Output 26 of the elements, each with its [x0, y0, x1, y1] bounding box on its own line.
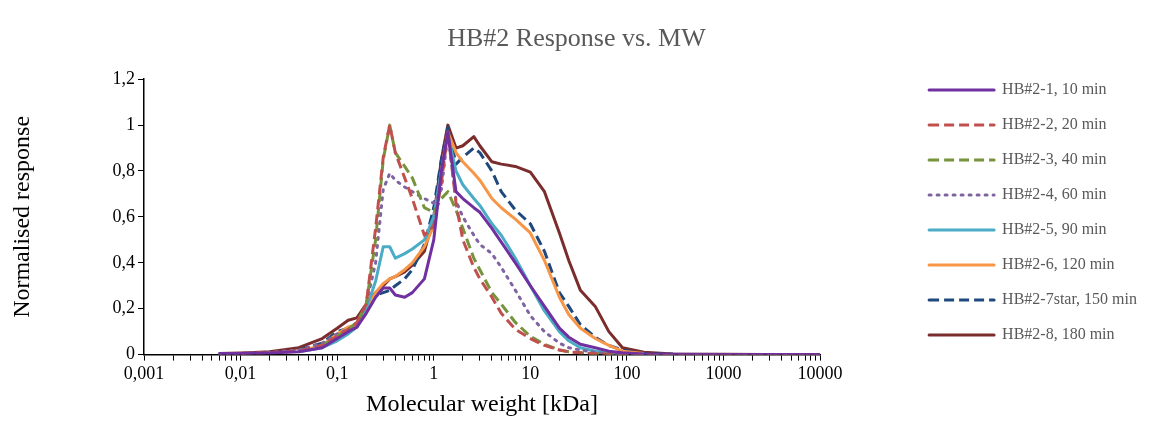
legend-label: HB#2-4, 60 min [1002, 185, 1107, 203]
x-tick-label: 100 [613, 363, 641, 384]
x-tick-label: 0,001 [123, 363, 165, 384]
y-tick-label: 0 [126, 343, 135, 364]
x-tick-label: 1 [429, 363, 439, 384]
x-axis-title: Molecular weight [kDa] [366, 389, 599, 416]
x-tick-label: 0,01 [224, 363, 257, 384]
y-tick-label: 1,2 [112, 67, 135, 88]
legend-label: HB#2-6, 120 min [1002, 255, 1115, 273]
y-tick-label: 0,2 [112, 297, 135, 318]
x-tick-label: 1000 [705, 363, 742, 384]
x-tick-label: 10 [521, 363, 540, 384]
legend-label: HB#2-3, 40 min [1002, 150, 1107, 168]
y-tick-label: 0,8 [112, 159, 135, 180]
y-axis-title: Normalised response [7, 115, 34, 318]
legend-label: HB#2-5, 90 min [1002, 220, 1107, 238]
x-tick-label: 10000 [797, 363, 843, 384]
legend-label: HB#2-1, 10 min [1002, 80, 1107, 98]
legend-label: HB#2-7star, 150 min [1002, 290, 1137, 308]
y-tick-label: 0,4 [112, 251, 135, 272]
x-tick-label: 0,1 [325, 363, 349, 384]
legend-label: HB#2-2, 20 min [1002, 115, 1107, 133]
chart-title: HB#2 Response vs. MW [447, 23, 707, 53]
legend-label: HB#2-8, 180 min [1002, 325, 1115, 343]
y-tick-label: 1 [126, 113, 135, 134]
y-tick-label: 0,6 [112, 205, 135, 226]
